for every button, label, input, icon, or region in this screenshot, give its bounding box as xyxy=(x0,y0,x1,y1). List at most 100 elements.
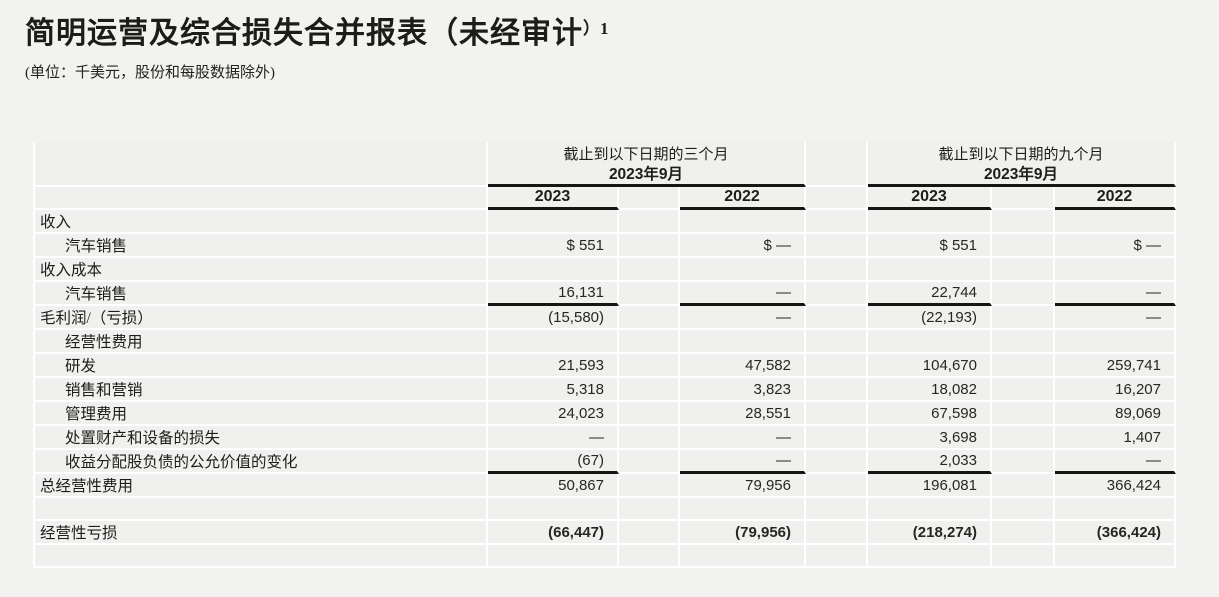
row-label: 毛利润/（亏损） xyxy=(33,306,488,330)
cell-value: (366,424) xyxy=(1055,521,1176,545)
table-row: 处置财产和设备的损失 — —3,698 1,407 xyxy=(33,426,1176,450)
cell-value xyxy=(1055,498,1176,521)
cell-value xyxy=(868,258,992,282)
header-label-spacer xyxy=(33,142,488,187)
column-spacer xyxy=(806,521,868,545)
cell-value xyxy=(488,545,619,568)
cell-value xyxy=(680,330,806,354)
column-spacer xyxy=(619,282,680,306)
cell-value: 16,131 xyxy=(488,282,619,306)
table-row: 经营性费用 xyxy=(33,330,1176,354)
cell-value: 5,318 xyxy=(488,378,619,402)
column-spacer xyxy=(992,521,1055,545)
row-label: 收入 xyxy=(33,210,488,234)
cell-value: (22,193) xyxy=(868,306,992,330)
column-spacer xyxy=(806,450,868,474)
column-spacer xyxy=(992,545,1055,568)
income-statement-table: 截止到以下日期的三个月 2023年9月 截止到以下日期的九个月 2023年9月 … xyxy=(33,142,1176,568)
cell-value: (218,274) xyxy=(868,521,992,545)
cell-value: $ — xyxy=(680,234,806,258)
column-spacer xyxy=(992,210,1055,234)
year-header-3mo-2022: 2022 xyxy=(680,187,806,210)
cell-value: 50,867 xyxy=(488,474,619,498)
column-spacer xyxy=(806,330,868,354)
table-row: 毛利润/（亏损） (15,580) — (22,193) — xyxy=(33,306,1176,330)
column-spacer xyxy=(619,426,680,450)
table-row: 汽车销售 $ 551 $ — $ 551 $ — xyxy=(33,234,1176,258)
column-spacer xyxy=(619,545,680,568)
cell-value: 79,956 xyxy=(680,474,806,498)
column-spacer xyxy=(992,306,1055,330)
financial-statement-page: 简明运营及综合损失合并报表（未经审计）1 (单位：千美元，股份和每股数据除外) … xyxy=(25,17,1176,568)
table-row: 管理费用 24,023 28,551 67,598 89,069 xyxy=(33,402,1176,426)
column-spacer xyxy=(806,474,868,498)
page-title-text: 简明运营及综合损失合并报表（未经审计 xyxy=(25,17,583,50)
group-gap-spacer xyxy=(806,142,868,187)
cell-value: — xyxy=(1055,282,1176,306)
table-row: 研发 21,593 47,582 104,670 259,741 xyxy=(33,354,1176,378)
row-label xyxy=(33,498,488,521)
cell-value: 366,424 xyxy=(1055,474,1176,498)
cell-value: 67,598 xyxy=(868,402,992,426)
row-label: 销售和营销 xyxy=(33,378,488,402)
table-row: 总经营性费用 50,867 79,956 196,081 366,424 xyxy=(33,474,1176,498)
table-row: 汽车销售 16,131 — 22,744 — xyxy=(33,282,1176,306)
column-spacer xyxy=(992,402,1055,426)
header-label-spacer xyxy=(33,187,488,210)
row-label: 经营性亏损 xyxy=(33,521,488,545)
cell-value: $ — xyxy=(1055,234,1176,258)
table-row xyxy=(33,545,1176,568)
column-spacer xyxy=(619,187,680,210)
column-spacer xyxy=(619,378,680,402)
column-spacer xyxy=(619,402,680,426)
units-note: (单位：千美元，股份和每股数据除外) xyxy=(25,65,275,81)
cell-value: 2,033 xyxy=(868,450,992,474)
period-group-row: 截止到以下日期的三个月 2023年9月 截止到以下日期的九个月 2023年9月 xyxy=(33,142,1176,187)
cell-value xyxy=(1055,258,1176,282)
column-spacer xyxy=(806,354,868,378)
cell-value xyxy=(1055,545,1176,568)
row-label: 汽车销售 xyxy=(33,282,488,306)
column-spacer xyxy=(806,306,868,330)
column-spacer xyxy=(619,234,680,258)
cell-value: 21,593 xyxy=(488,354,619,378)
column-spacer xyxy=(619,306,680,330)
column-spacer xyxy=(992,378,1055,402)
cell-value: 104,670 xyxy=(868,354,992,378)
cell-value: (79,956) xyxy=(680,521,806,545)
column-spacer xyxy=(806,234,868,258)
cell-value: 1,407 xyxy=(1055,426,1176,450)
column-spacer xyxy=(619,354,680,378)
column-spacer xyxy=(806,210,868,234)
year-header-9mo-2022: 2022 xyxy=(1055,187,1176,210)
column-spacer xyxy=(992,450,1055,474)
cell-value xyxy=(1055,210,1176,234)
column-spacer xyxy=(619,521,680,545)
cell-value xyxy=(680,545,806,568)
cell-value: 259,741 xyxy=(1055,354,1176,378)
row-label: 处置财产和设备的损失 xyxy=(33,426,488,450)
cell-value: $ 551 xyxy=(488,234,619,258)
cell-value xyxy=(1055,330,1176,354)
cell-value xyxy=(488,498,619,521)
row-label: 管理费用 xyxy=(33,402,488,426)
period-label: 截止到以下日期的九个月 xyxy=(938,147,1104,163)
period-label: 截止到以下日期的三个月 xyxy=(563,147,729,163)
cell-value: — xyxy=(680,282,806,306)
column-spacer xyxy=(619,450,680,474)
year-header-3mo-2023: 2023 xyxy=(488,187,619,210)
column-spacer xyxy=(992,474,1055,498)
cell-value xyxy=(680,498,806,521)
cell-value: 18,082 xyxy=(868,378,992,402)
column-spacer xyxy=(806,545,868,568)
column-spacer xyxy=(806,282,868,306)
cell-value: — xyxy=(1055,306,1176,330)
table-row: 销售和营销 5,318 3,823 18,082 16,207 xyxy=(33,378,1176,402)
cell-value xyxy=(868,330,992,354)
row-label: 收入成本 xyxy=(33,258,488,282)
cell-value: 89,069 xyxy=(1055,402,1176,426)
cell-value: 24,023 xyxy=(488,402,619,426)
cell-value: 47,582 xyxy=(680,354,806,378)
cell-value xyxy=(488,330,619,354)
column-spacer xyxy=(619,258,680,282)
